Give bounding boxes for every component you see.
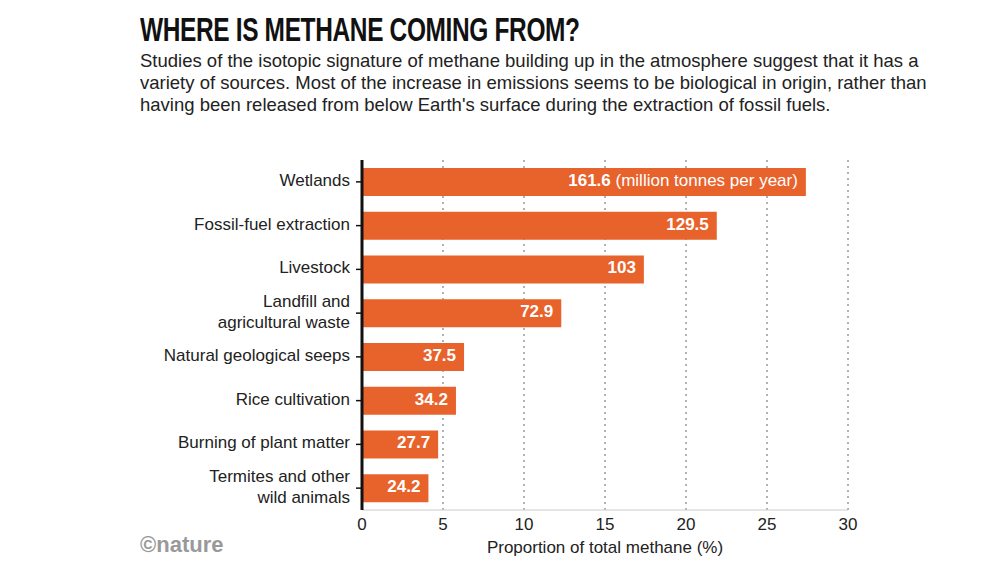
svg-text:5: 5 <box>438 515 447 534</box>
svg-text:Rice cultivation: Rice cultivation <box>236 390 350 409</box>
html-text:©nature: ©nature <box>140 532 224 557</box>
svg-text:129.5: 129.5 <box>666 215 709 234</box>
svg-text:Burning of plant matter: Burning of plant matter <box>178 434 350 453</box>
html-text:WHERE IS METHANE COMING FROM?: WHERE IS METHANE COMING FROM? <box>140 10 580 48</box>
svg-text:Landfill andagricultural waste: Landfill andagricultural waste <box>218 292 350 332</box>
svg-text:10: 10 <box>515 515 534 534</box>
svg-text:27.7: 27.7 <box>397 434 430 453</box>
svg-text:Fossil-fuel extraction: Fossil-fuel extraction <box>194 215 350 234</box>
svg-text:72.9: 72.9 <box>520 303 553 322</box>
svg-text:34.2: 34.2 <box>415 390 448 409</box>
svg-text:25: 25 <box>758 515 777 534</box>
svg-text:30: 30 <box>839 515 858 534</box>
svg-text:161.6 (million tonnes per year: 161.6 (million tonnes per year) <box>568 171 798 190</box>
html-text:Studies of the isotopic signat: Studies of the isotopic signature of met… <box>140 50 927 115</box>
svg-text:37.5: 37.5 <box>423 346 456 365</box>
svg-text:103: 103 <box>608 259 636 278</box>
svg-text:0: 0 <box>357 515 366 534</box>
svg-text:Natural geological seeps: Natural geological seeps <box>164 346 350 365</box>
svg-text:Livestock: Livestock <box>279 259 350 278</box>
svg-text:Wetlands: Wetlands <box>279 171 350 190</box>
svg-text:20: 20 <box>677 515 696 534</box>
svg-text:24.2: 24.2 <box>387 478 420 497</box>
html-text:Proportion of total methane (%: Proportion of total methane (%) <box>486 538 724 557</box>
svg-text:15: 15 <box>596 515 615 534</box>
svg-text:Termites and otherwild animals: Termites and otherwild animals <box>209 467 350 507</box>
